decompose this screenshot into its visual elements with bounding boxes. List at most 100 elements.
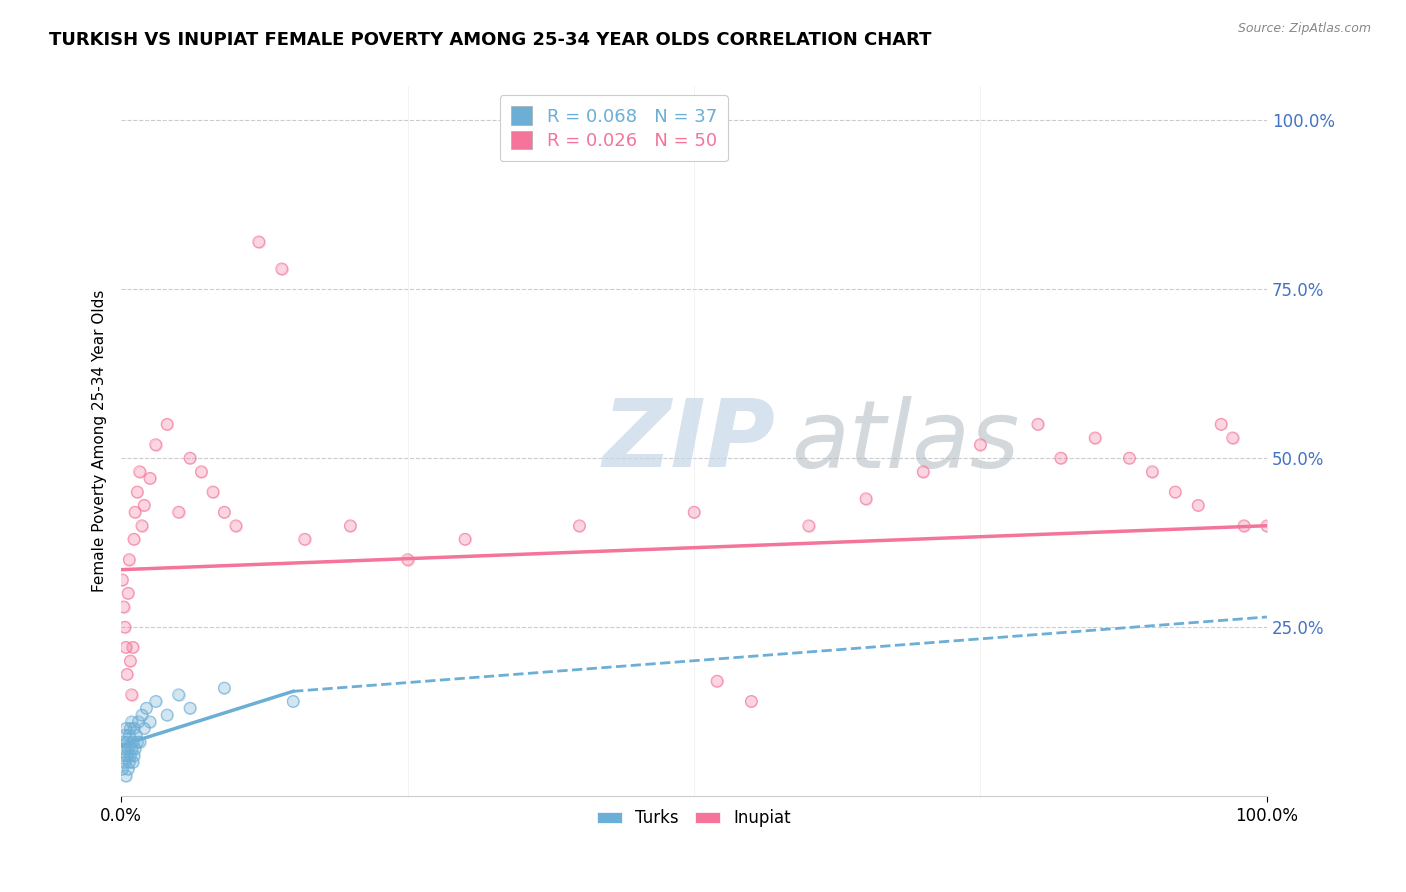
- Point: [114, 769, 136, 783]
- Point: [214, 681, 236, 695]
- Point: [396, 552, 419, 566]
- Point: [270, 261, 292, 276]
- Point: [797, 518, 820, 533]
- Point: [179, 451, 201, 466]
- Point: [121, 741, 143, 756]
- Point: [1026, 417, 1049, 432]
- Point: [134, 499, 156, 513]
- Point: [111, 573, 134, 587]
- Point: [120, 722, 142, 736]
- Point: [855, 491, 877, 506]
- Point: [167, 505, 190, 519]
- Point: [139, 471, 162, 485]
- Point: [128, 465, 150, 479]
- Point: [1222, 431, 1244, 445]
- Point: [112, 735, 135, 749]
- Point: [131, 708, 153, 723]
- Point: [1026, 417, 1049, 432]
- Point: [122, 533, 145, 547]
- Point: [1084, 431, 1107, 445]
- Point: [120, 654, 142, 668]
- Point: [1118, 451, 1140, 466]
- Point: [201, 484, 224, 499]
- Text: Source: ZipAtlas.com: Source: ZipAtlas.com: [1237, 22, 1371, 36]
- Point: [156, 708, 179, 723]
- Point: [131, 518, 153, 533]
- Point: [124, 741, 146, 756]
- Point: [131, 518, 153, 533]
- Point: [122, 722, 145, 736]
- Point: [1084, 431, 1107, 445]
- Point: [1142, 465, 1164, 479]
- Point: [125, 728, 148, 742]
- Point: [127, 484, 149, 499]
- Point: [127, 735, 149, 749]
- Point: [339, 518, 361, 533]
- Point: [115, 735, 138, 749]
- Point: [118, 756, 141, 770]
- Point: [121, 688, 143, 702]
- Point: [683, 505, 706, 519]
- Point: [1164, 484, 1187, 499]
- Point: [454, 533, 477, 547]
- Point: [179, 701, 201, 715]
- Point: [118, 728, 141, 742]
- Point: [118, 552, 141, 566]
- Point: [121, 735, 143, 749]
- Point: [115, 748, 138, 763]
- Point: [120, 748, 142, 763]
- Point: [1222, 431, 1244, 445]
- Point: [121, 735, 143, 749]
- Point: [122, 722, 145, 736]
- Point: [112, 599, 135, 614]
- Point: [1142, 465, 1164, 479]
- Y-axis label: Female Poverty Among 25-34 Year Olds: Female Poverty Among 25-34 Year Olds: [93, 290, 107, 592]
- Point: [1256, 518, 1278, 533]
- Point: [121, 640, 143, 655]
- Point: [281, 694, 304, 708]
- Point: [127, 735, 149, 749]
- Point: [128, 735, 150, 749]
- Point: [131, 708, 153, 723]
- Point: [111, 762, 134, 776]
- Point: [114, 722, 136, 736]
- Point: [683, 505, 706, 519]
- Point: [112, 735, 135, 749]
- Point: [214, 681, 236, 695]
- Point: [167, 688, 190, 702]
- Point: [127, 484, 149, 499]
- Point: [114, 620, 136, 634]
- Text: ZIP: ZIP: [602, 395, 775, 487]
- Point: [797, 518, 820, 533]
- Point: [122, 748, 145, 763]
- Point: [139, 471, 162, 485]
- Point: [969, 437, 991, 451]
- Point: [134, 722, 156, 736]
- Point: [134, 499, 156, 513]
- Point: [134, 722, 156, 736]
- Point: [115, 667, 138, 681]
- Point: [124, 741, 146, 756]
- Point: [120, 748, 142, 763]
- Point: [270, 261, 292, 276]
- Point: [114, 640, 136, 655]
- Point: [128, 465, 150, 479]
- Point: [114, 769, 136, 783]
- Point: [139, 714, 162, 729]
- Point: [115, 735, 138, 749]
- Point: [1118, 451, 1140, 466]
- Point: [190, 465, 212, 479]
- Point: [1187, 499, 1209, 513]
- Point: [121, 741, 143, 756]
- Point: [114, 620, 136, 634]
- Point: [112, 599, 135, 614]
- Point: [135, 701, 157, 715]
- Point: [568, 518, 591, 533]
- Point: [122, 533, 145, 547]
- Point: [179, 451, 201, 466]
- Point: [1233, 518, 1256, 533]
- Point: [145, 437, 167, 451]
- Point: [114, 741, 136, 756]
- Point: [117, 762, 139, 776]
- Point: [127, 714, 149, 729]
